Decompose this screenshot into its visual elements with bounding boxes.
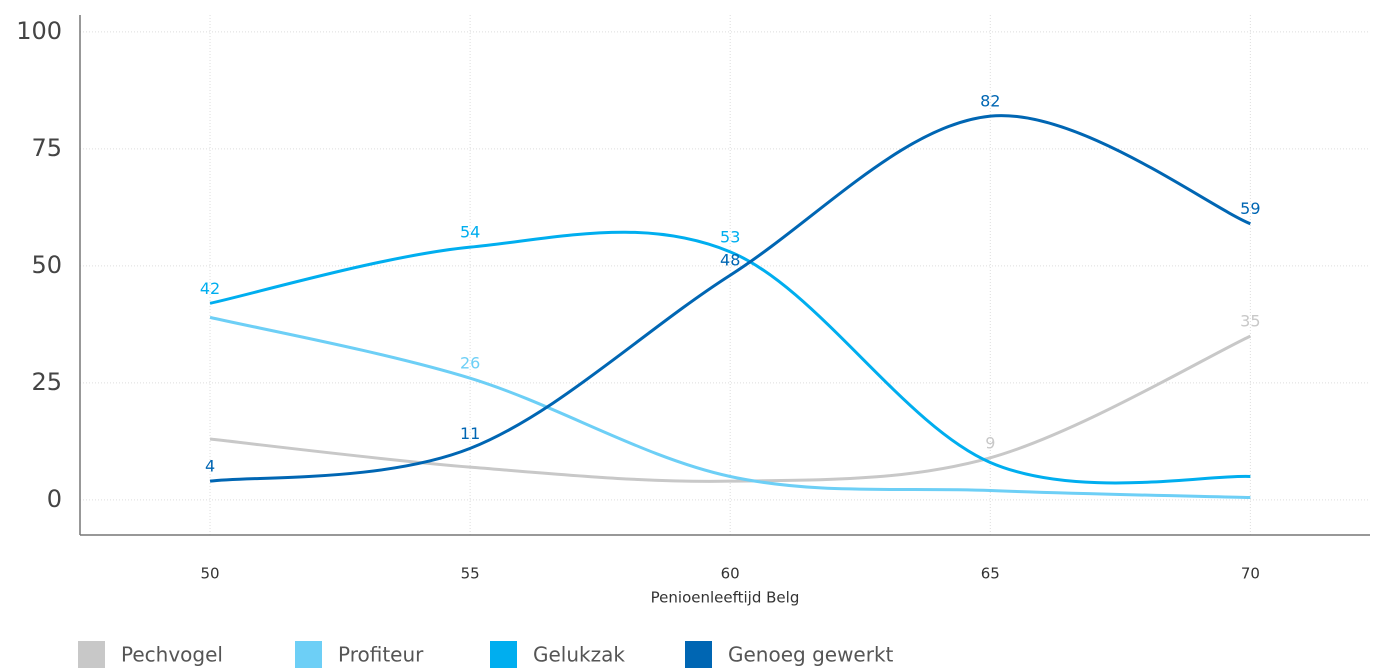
line [209,230,1251,485]
legend-swatch [685,641,712,668]
data-label: 42 [200,279,220,298]
y-tick-label: 50 [31,251,62,279]
legend-label: Gelukzak [533,643,625,667]
y-tick-label: 75 [31,134,62,162]
x-tick-label: 55 [461,565,480,583]
line [209,315,1251,500]
x-tick-label: 65 [981,565,1000,583]
x-tick-label: 60 [721,565,740,583]
y-tick-label: 100 [16,17,62,45]
legend-swatch [295,641,322,668]
data-label: 9 [985,433,995,452]
data-label: 54 [460,223,480,242]
data-label: 59 [1240,199,1260,218]
data-label: 11 [460,424,480,443]
legend-swatch [78,641,105,668]
data-label: 4 [205,457,215,476]
legend-label: Pechvogel [121,643,223,667]
x-tick-label: 70 [1241,565,1260,583]
line [209,334,1251,483]
line [209,114,1251,483]
legend-swatch [490,641,517,668]
data-label: 35 [1240,312,1260,331]
data-label: 53 [720,227,740,246]
data-label: 48 [720,251,740,270]
data-label: 26 [460,354,480,373]
y-tick-label: 25 [31,368,62,396]
data-label: 82 [980,92,1000,111]
legend-label: Genoeg gewerkt [728,643,894,667]
y-tick-label: 0 [47,485,62,513]
legend-label: Profiteur [338,643,424,667]
x-tick-label: 50 [200,565,219,583]
x-axis-label: Penioenleeftijd Belg [651,589,800,607]
